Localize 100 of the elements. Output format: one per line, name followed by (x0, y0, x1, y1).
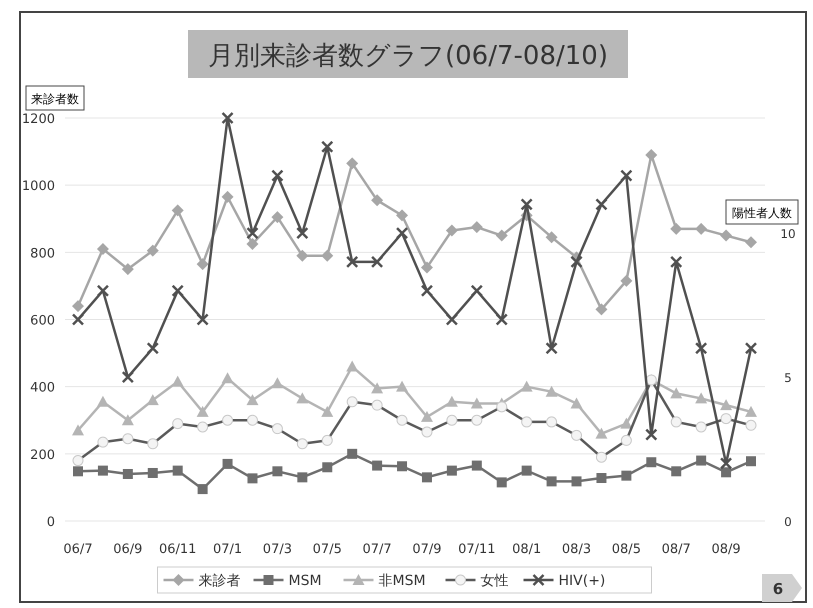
point (572, 476, 582, 486)
x-tick-label: 07/9 (412, 542, 442, 557)
point (596, 473, 606, 484)
point (595, 428, 608, 439)
legend-label: 女性 (480, 573, 508, 589)
point (247, 473, 258, 484)
point (670, 256, 682, 268)
y-tick-label: 0 (46, 515, 55, 530)
y2-axis-title: 陽性者人数 (732, 206, 792, 220)
point (222, 372, 234, 384)
y-tick-label: 400 (30, 380, 55, 396)
point (321, 140, 334, 154)
point (620, 418, 632, 429)
legend-label: MSM (288, 573, 322, 589)
point (347, 448, 358, 459)
point (346, 360, 358, 372)
point (620, 274, 632, 287)
point (371, 382, 384, 394)
legend-label: HIV(+) (558, 573, 606, 589)
point (296, 392, 308, 404)
point (72, 313, 84, 326)
point (422, 472, 432, 482)
point (721, 467, 732, 478)
x-tick-label: 06/7 (63, 542, 93, 557)
point (370, 256, 384, 268)
y-tick-label: 1000 (22, 179, 55, 194)
point (696, 456, 706, 466)
point (371, 194, 384, 206)
point (196, 258, 209, 270)
point (122, 370, 134, 384)
x-tick-label: 08/1 (512, 542, 542, 557)
point (546, 386, 558, 397)
point (122, 263, 134, 276)
x-tick-label: 06/9 (113, 542, 142, 557)
point (72, 424, 84, 436)
x-tick-label: 07/7 (362, 542, 392, 557)
point (171, 284, 184, 297)
point (645, 428, 658, 441)
point (746, 456, 756, 466)
point (546, 231, 558, 244)
point (296, 226, 309, 240)
y-axis-title: 来診者数 (31, 92, 79, 106)
point (470, 221, 483, 234)
point (671, 466, 682, 476)
y2-tick-label: 10 (780, 227, 796, 242)
point (196, 406, 209, 417)
y2-tick-label: 5 (784, 371, 792, 386)
point (246, 238, 258, 250)
point (222, 458, 233, 469)
point (420, 284, 434, 297)
point (396, 226, 408, 240)
point (271, 377, 284, 388)
point (695, 392, 708, 404)
y-tick-label: 600 (30, 314, 55, 328)
point (745, 236, 757, 248)
chart-title: 月別来診者数グラフ(06/7-08/10) (208, 41, 608, 71)
point (396, 209, 408, 222)
point (720, 457, 732, 470)
point (570, 397, 583, 408)
point (446, 224, 458, 237)
point (520, 380, 533, 392)
point (372, 460, 382, 471)
y-tick-label: 200 (30, 448, 55, 463)
x-tick-label: 06/11 (158, 542, 196, 557)
point (72, 300, 84, 312)
point (595, 198, 608, 211)
point (620, 169, 633, 182)
point (520, 198, 533, 211)
point (146, 394, 159, 406)
x-tick-label: 08/7 (662, 542, 691, 557)
point (146, 244, 159, 257)
point (546, 476, 557, 486)
point (646, 457, 656, 468)
point (695, 222, 708, 235)
point (397, 461, 408, 472)
point (297, 472, 308, 482)
point (472, 460, 482, 471)
point (720, 230, 732, 242)
point (470, 284, 484, 297)
point (246, 394, 258, 406)
point (720, 399, 732, 410)
point (670, 387, 682, 398)
point (122, 414, 134, 426)
x-tick-label: 07/11 (458, 542, 496, 557)
point (621, 470, 632, 481)
legend-label: 非MSM (378, 573, 426, 589)
point (446, 396, 458, 407)
x-tick-label: 08/3 (562, 542, 592, 557)
point (96, 284, 110, 297)
point (545, 342, 558, 355)
point (495, 313, 508, 326)
point (172, 376, 184, 387)
point (246, 226, 259, 240)
point (420, 410, 433, 422)
point (172, 204, 184, 216)
point (196, 313, 209, 326)
point (645, 148, 658, 161)
point (321, 406, 334, 417)
point (221, 112, 234, 124)
point (146, 342, 160, 355)
